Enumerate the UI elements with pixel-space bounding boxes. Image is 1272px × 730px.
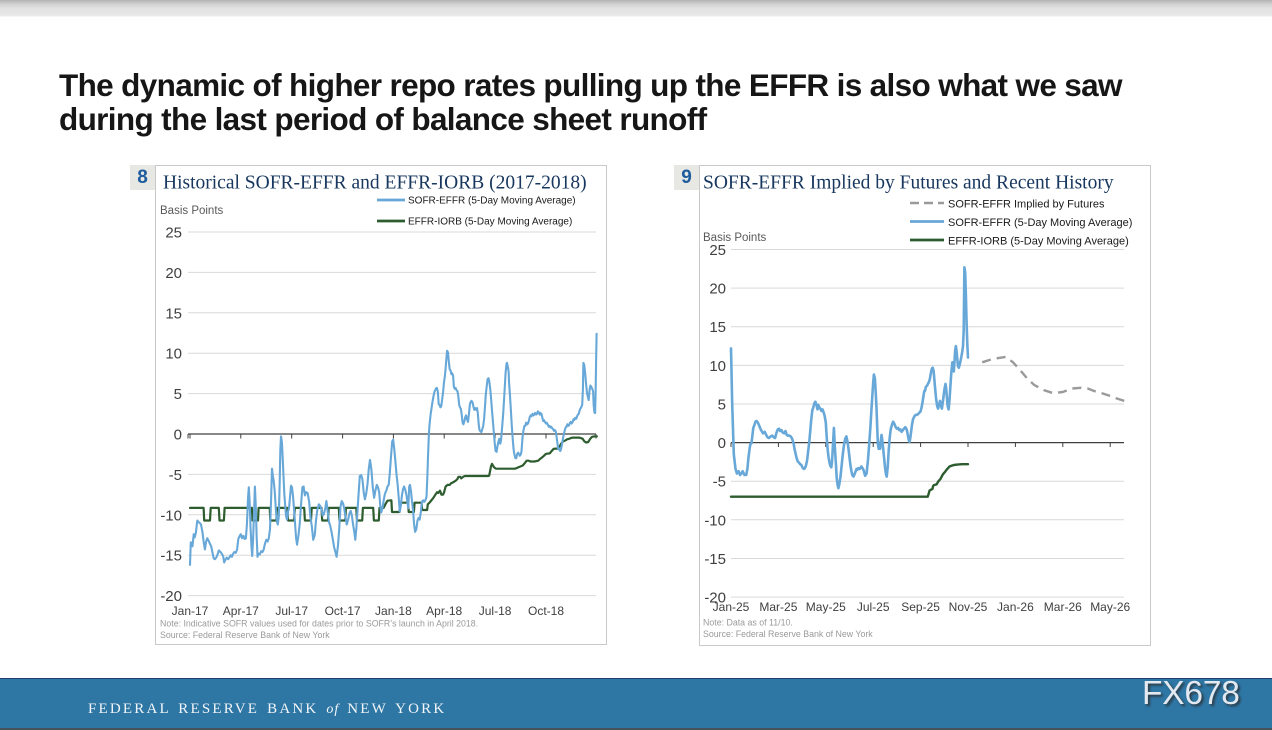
svg-text:-10: -10 [160,507,182,524]
svg-text:25: 25 [165,225,182,242]
svg-text:Nov-25: Nov-25 [949,600,988,614]
svg-text:0: 0 [174,427,182,444]
svg-text:-20: -20 [160,588,182,605]
svg-text:0: 0 [718,435,726,452]
svg-text:15: 15 [709,319,726,336]
svg-text:-5: -5 [713,474,726,491]
svg-text:25: 25 [709,242,726,259]
svg-text:20: 20 [709,281,726,298]
svg-text:5: 5 [174,386,182,403]
svg-text:Mar-26: Mar-26 [1044,600,1082,614]
svg-text:SOFR-EFFR (5-Day Moving Averag: SOFR-EFFR (5-Day Moving Average) [948,217,1132,229]
svg-text:Apr-17: Apr-17 [223,604,259,618]
svg-text:10: 10 [709,358,726,375]
svg-text:Note: Indicative SOFR values u: Note: Indicative SOFR values used for da… [160,619,478,629]
svg-text:Jul-17: Jul-17 [275,604,308,618]
svg-text:10: 10 [165,346,182,363]
svg-text:Basis Points: Basis Points [703,232,767,244]
svg-text:EFFR-IORB (5-Day Moving Averag: EFFR-IORB (5-Day Moving Average) [948,236,1129,248]
svg-text:Oct-18: Oct-18 [528,604,564,618]
svg-text:May-26: May-26 [1090,600,1130,614]
svg-text:EFFR-IORB (5-Day Moving Averag: EFFR-IORB (5-Day Moving Average) [408,217,572,228]
svg-text:Apr-18: Apr-18 [426,604,462,618]
svg-text:Source: Federal Reserve Bank o: Source: Federal Reserve Bank of New York [703,629,873,639]
svg-text:-5: -5 [169,467,182,484]
svg-text:Sep-25: Sep-25 [901,600,940,614]
svg-text:Source: Federal Reserve Bank o: Source: Federal Reserve Bank of New York [160,630,330,640]
svg-text:Jan-17: Jan-17 [172,604,209,618]
svg-text:May-25: May-25 [806,600,846,614]
svg-text:-20: -20 [704,590,726,607]
svg-text:Jul-25: Jul-25 [857,600,890,614]
svg-text:Mar-25: Mar-25 [759,600,797,614]
svg-text:Jan-26: Jan-26 [997,600,1034,614]
svg-text:5: 5 [718,397,726,414]
svg-text:-15: -15 [160,548,182,565]
svg-text:Jan-25: Jan-25 [713,600,750,614]
svg-text:20: 20 [165,265,182,282]
svg-text:15: 15 [165,305,182,322]
svg-text:Historical SOFR-EFFR and EFFR-: Historical SOFR-EFFR and EFFR-IORB (2017… [163,173,587,194]
svg-text:SOFR-EFFR Implied by Futures a: SOFR-EFFR Implied by Futures and Recent … [703,173,1114,194]
svg-text:Jan-18: Jan-18 [375,604,412,618]
svg-text:Basis Points: Basis Points [160,205,224,217]
svg-text:-10: -10 [704,512,726,529]
svg-text:Jul-18: Jul-18 [479,604,512,618]
svg-text:Oct-17: Oct-17 [325,604,361,618]
svg-text:Note: Data as of 11/10.: Note: Data as of 11/10. [703,618,793,628]
svg-text:-15: -15 [704,551,726,568]
svg-text:SOFR-EFFR (5-Day Moving Averag: SOFR-EFFR (5-Day Moving Average) [408,196,576,207]
svg-text:SOFR-EFFR Implied by Futures: SOFR-EFFR Implied by Futures [948,199,1105,211]
